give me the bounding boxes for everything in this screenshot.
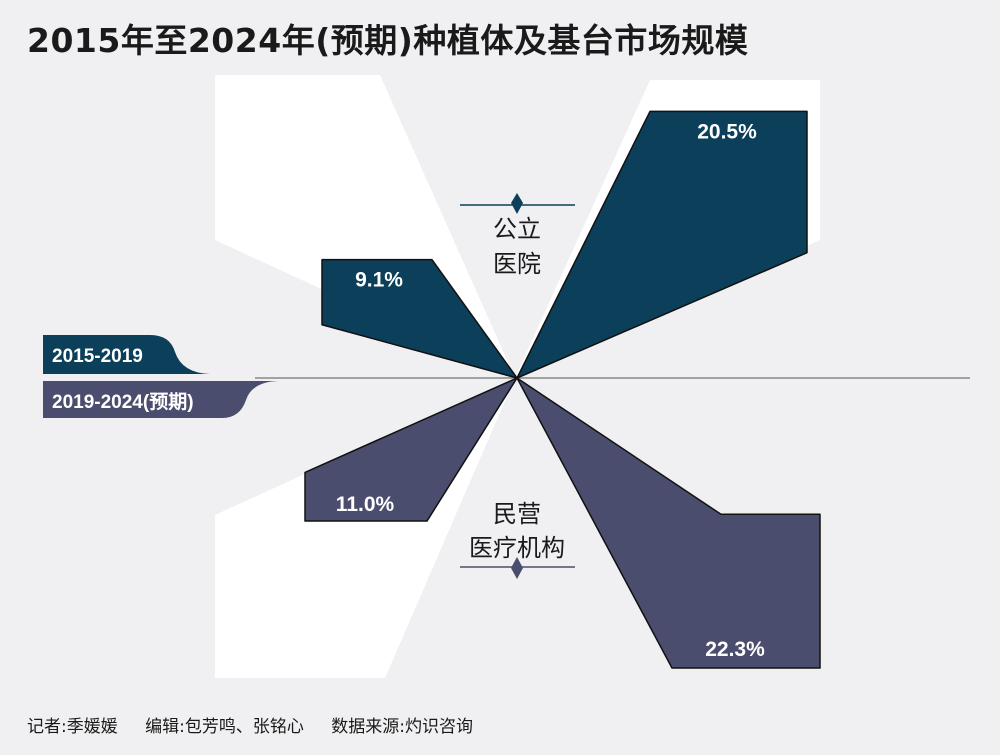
value-label-public-2015-2019: 9.1%: [355, 269, 403, 292]
footer-credits: 记者:季媛媛 编辑:包芳鸣、张铭心 数据来源:灼识咨询: [27, 712, 495, 737]
legend-tab-2019-2024: [43, 381, 278, 418]
value-label-private-2015-2019: 11.0%: [336, 493, 395, 516]
chart-title: 2015年至2024年(预期)种植体及基台市场规模: [27, 21, 749, 60]
bar-public-2015-2019: [321, 258, 518, 379]
bar-private-2019-2024: [516, 377, 821, 669]
category-label-public-line2: 医院: [493, 250, 541, 278]
footer-editor: 编辑:包芳鸣、张铭心: [145, 717, 304, 737]
chart-svg: 9.1% 20.5% 11.0% 22.3% 公立 医院 民营 医疗机构 201…: [43, 75, 970, 678]
legend-label-2019-2024: 2019-2024(预期): [52, 391, 194, 413]
bar-private-2015-2019: [304, 377, 518, 522]
value-label-public-2019-2024: 20.5%: [697, 120, 757, 143]
footer-reporter: 记者:季媛媛: [27, 717, 118, 737]
bar-public-2019-2024: [516, 110, 808, 379]
diamond-marker-private-icon: [511, 557, 523, 579]
diamond-marker-public-icon: [511, 193, 523, 214]
category-label-public-line1: 公立: [493, 215, 541, 243]
legend-label-2015-2019: 2015-2019: [52, 346, 143, 367]
category-label-private-line1: 民营: [493, 500, 541, 528]
legend-tab-2015-2019: [43, 335, 210, 374]
value-label-private-2019-2024: 22.3%: [705, 638, 765, 661]
footer-source: 数据来源:灼识咨询: [331, 717, 474, 737]
